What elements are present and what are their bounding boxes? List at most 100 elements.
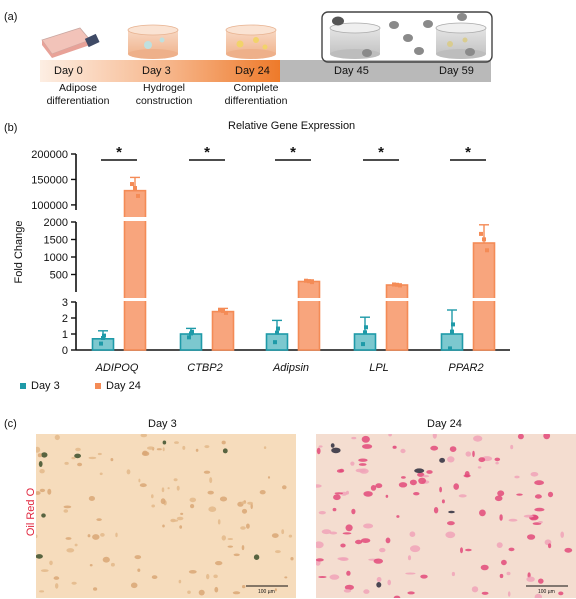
cell-blob [267, 476, 271, 479]
lipid-droplet [422, 475, 430, 478]
lipid-droplet [501, 559, 507, 566]
scale-bar-label-day24: 100 µm [538, 589, 555, 595]
data-point [130, 182, 134, 187]
lipid-droplet [564, 547, 573, 553]
lipid-droplet [441, 499, 445, 504]
lipid-droplet [534, 593, 542, 598]
cell-blob [39, 469, 45, 474]
cell-blob [275, 550, 281, 554]
y-tick-label: 2 [62, 313, 68, 325]
cell-blob [167, 487, 170, 490]
lipid-droplet [432, 434, 437, 439]
cell-blob [259, 490, 266, 495]
chart-title: Relative Gene Expression [228, 120, 356, 132]
cell-blob [55, 583, 59, 589]
cell-blob [178, 579, 182, 584]
cell-blob [71, 456, 76, 460]
lipid-droplet [538, 578, 544, 584]
cell-blob [240, 501, 247, 505]
cell-blob [142, 450, 148, 456]
lipid-droplet [376, 577, 382, 582]
bar [353, 333, 377, 351]
lipid-droplet [523, 514, 534, 518]
lipid-droplet [534, 507, 545, 512]
timeline-graphic [40, 11, 493, 82]
lipid-droplet [418, 477, 426, 484]
lipid-droplet [458, 494, 467, 498]
lipid-droplet [516, 493, 523, 496]
scale-bar-label-day3: 100 µm [258, 589, 275, 595]
cell-blob [290, 557, 294, 561]
lipid-droplet [407, 555, 412, 561]
data-point [450, 329, 454, 334]
cell-blob [227, 538, 233, 540]
lipid-droplet [494, 457, 501, 462]
lipid-droplet [464, 471, 470, 478]
cell-blob [40, 569, 49, 572]
lipid-droplet [329, 531, 338, 535]
data-point [448, 346, 452, 351]
cell-blob [274, 588, 277, 592]
cell-blob [156, 448, 162, 451]
cell-blob [88, 456, 97, 460]
lipid-droplet [332, 507, 337, 512]
cell-blob [203, 470, 211, 474]
cell-blob [71, 581, 77, 585]
lipid-droplet [494, 495, 503, 502]
cell-blob [151, 504, 155, 508]
lipid-droplet [396, 515, 400, 518]
cell-blob [241, 508, 248, 514]
bar [385, 284, 409, 351]
lipid-droplet [465, 548, 472, 552]
lipid-droplet [405, 572, 416, 575]
lipid-droplet [547, 491, 554, 498]
cell-blob [63, 509, 69, 513]
lipid-droplet [329, 574, 340, 580]
significance-star: * [290, 144, 296, 161]
lipid-droplet [517, 434, 524, 440]
cell-blob [214, 586, 219, 593]
lipid-droplet [363, 491, 373, 497]
cell-blob [222, 448, 228, 454]
lipid-droplet [497, 490, 505, 497]
axis-break-gap [78, 217, 512, 221]
cell-blob [215, 561, 223, 566]
micrograph-title-day24: Day 24 [427, 418, 462, 430]
cell-blob [66, 548, 75, 553]
cell-blob [74, 543, 78, 547]
lipid-droplet [479, 509, 486, 517]
lipid-droplet [460, 547, 463, 554]
lipid-droplet [445, 531, 456, 539]
cell-blob [182, 445, 186, 450]
data-point [392, 282, 396, 287]
lipid-droplet [375, 483, 383, 489]
lipid-droplet [410, 545, 421, 553]
cell-blob [161, 487, 165, 493]
cell-blob [233, 553, 240, 557]
legend-marker-day3 [20, 383, 26, 389]
cell-blob [282, 485, 287, 490]
lipid-droplet [506, 571, 511, 576]
timeline-day-59: Day 59 [439, 65, 474, 77]
cell-blob [221, 440, 226, 445]
significance-star: * [378, 144, 384, 161]
cell-blob [217, 519, 221, 525]
lipid-droplet [342, 532, 352, 535]
lipid-droplet [344, 584, 354, 591]
lipid-droplet [350, 461, 355, 466]
cell-blob [100, 533, 105, 537]
cell-blob [180, 512, 184, 515]
lipid-droplet [363, 589, 370, 594]
significance-star: * [204, 144, 210, 161]
lipid-droplet [534, 480, 544, 486]
data-point [485, 248, 489, 253]
micrograph-title-day3: Day 3 [148, 418, 177, 430]
lipid-droplet [370, 485, 377, 491]
timeline-day-45: Day 45 [334, 65, 369, 77]
cell-blob [242, 585, 246, 589]
cell-blob [140, 434, 148, 438]
data-point [482, 237, 486, 242]
data-point [224, 310, 228, 315]
lipid-droplet [449, 446, 457, 452]
particle-icons [332, 13, 475, 57]
